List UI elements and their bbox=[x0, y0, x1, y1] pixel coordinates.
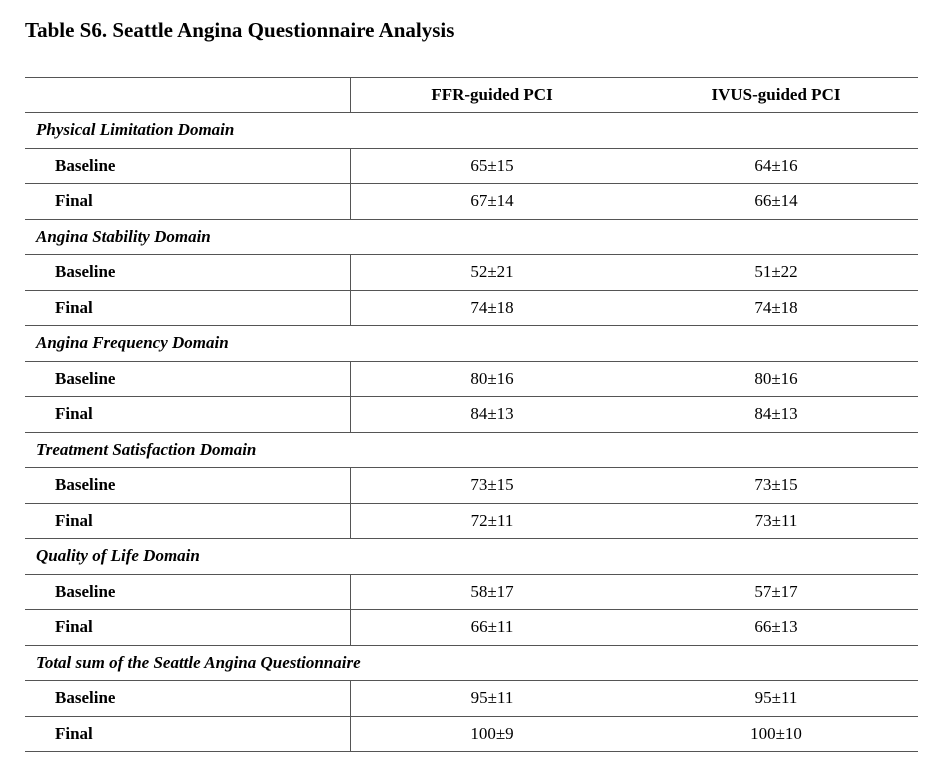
ffr-value: 100±9 bbox=[470, 723, 514, 743]
row-label: Baseline bbox=[55, 368, 116, 388]
section-label: Physical Limitation Domain bbox=[36, 120, 235, 140]
header-cell-blank bbox=[25, 78, 350, 112]
header-cell-ffr: FFR-guided PCI bbox=[431, 85, 553, 104]
table-row: Final 66±11 66±13 bbox=[25, 610, 918, 646]
ffr-value: 67±14 bbox=[470, 191, 514, 211]
table-header-row: FFR-guided PCI IVUS-guided PCI bbox=[25, 77, 918, 113]
ivus-value: 84±13 bbox=[754, 404, 798, 424]
section-label: Quality of Life Domain bbox=[36, 546, 200, 566]
section-row: Quality of Life Domain bbox=[25, 539, 918, 575]
row-label: Baseline bbox=[55, 262, 116, 282]
table-row: Baseline 52±21 51±22 bbox=[25, 255, 918, 291]
section-label: Treatment Satisfaction Domain bbox=[36, 439, 257, 459]
section-label: Total sum of the Seattle Angina Question… bbox=[36, 652, 361, 672]
table-row: Final 84±13 84±13 bbox=[25, 397, 918, 433]
ivus-value: 95±11 bbox=[754, 688, 798, 708]
row-label: Baseline bbox=[55, 155, 116, 175]
ivus-value: 100±10 bbox=[750, 723, 802, 743]
ivus-value: 57±17 bbox=[754, 581, 798, 601]
saq-table: FFR-guided PCI IVUS-guided PCI Physical … bbox=[25, 77, 918, 752]
table-body: Physical Limitation Domain Baseline 65±15 6… bbox=[25, 113, 918, 752]
table-title: Table S6. Seattle Angina Questionnaire A… bbox=[25, 18, 455, 42]
row-label: Final bbox=[55, 191, 93, 211]
ivus-value: 51±22 bbox=[754, 262, 798, 282]
section-label: Angina Stability Domain bbox=[36, 226, 211, 246]
header-cell-ivus: IVUS-guided PCI bbox=[711, 85, 841, 104]
ivus-value: 80±16 bbox=[754, 368, 798, 388]
row-label: Final bbox=[55, 723, 93, 743]
table-row: Baseline 73±15 73±15 bbox=[25, 468, 918, 504]
row-label: Final bbox=[55, 510, 93, 530]
ffr-value: 66±11 bbox=[470, 617, 514, 637]
ffr-value: 65±15 bbox=[470, 155, 514, 175]
ivus-value: 73±11 bbox=[754, 510, 798, 530]
section-row: Angina Stability Domain bbox=[25, 220, 918, 255]
table-row: Baseline 58±17 57±17 bbox=[25, 574, 918, 610]
table-row: Final 100±9 100±10 bbox=[25, 716, 918, 752]
ffr-value: 72±11 bbox=[470, 510, 514, 530]
row-label: Baseline bbox=[55, 475, 116, 495]
ffr-value: 73±15 bbox=[470, 475, 514, 495]
table-row: Final 67±14 66±14 bbox=[25, 184, 918, 220]
table-row: Baseline 95±11 95±11 bbox=[25, 681, 918, 717]
section-label: Angina Frequency Domain bbox=[36, 333, 229, 353]
ivus-value: 64±16 bbox=[754, 155, 798, 175]
row-label: Final bbox=[55, 297, 93, 317]
section-row: Total sum of the Seattle Angina Question… bbox=[25, 646, 918, 681]
table-row: Baseline 80±16 80±16 bbox=[25, 361, 918, 397]
ffr-value: 74±18 bbox=[470, 297, 514, 317]
row-label: Final bbox=[55, 404, 93, 424]
ivus-value: 73±15 bbox=[754, 475, 798, 495]
row-label: Baseline bbox=[55, 581, 116, 601]
ffr-value: 95±11 bbox=[470, 688, 514, 708]
ivus-value: 66±13 bbox=[754, 617, 798, 637]
ffr-value: 80±16 bbox=[470, 368, 514, 388]
ffr-value: 84±13 bbox=[470, 404, 514, 424]
ivus-value: 66±14 bbox=[754, 191, 798, 211]
row-label: Final bbox=[55, 617, 93, 637]
table-row: Final 72±11 73±11 bbox=[25, 503, 918, 539]
ivus-value: 74±18 bbox=[754, 297, 798, 317]
ffr-value: 58±17 bbox=[470, 581, 514, 601]
section-row: Angina Frequency Domain bbox=[25, 326, 918, 362]
row-label: Baseline bbox=[55, 688, 116, 708]
section-row: Physical Limitation Domain bbox=[25, 113, 918, 149]
table-row: Final 74±18 74±18 bbox=[25, 290, 918, 326]
table-row: Baseline 65±15 64±16 bbox=[25, 148, 918, 184]
ffr-value: 52±21 bbox=[470, 262, 514, 282]
section-row: Treatment Satisfaction Domain bbox=[25, 433, 918, 468]
